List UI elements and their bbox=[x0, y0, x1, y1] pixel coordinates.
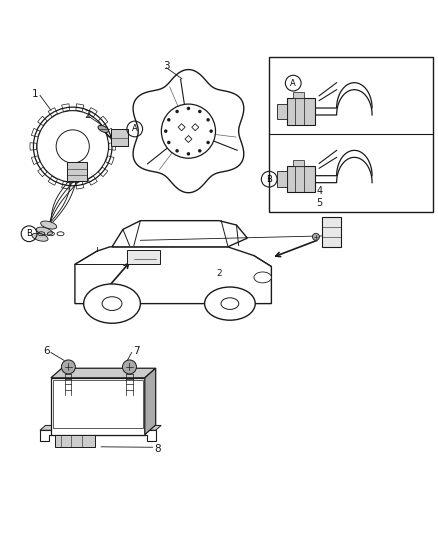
Text: 2: 2 bbox=[216, 269, 222, 278]
Circle shape bbox=[206, 118, 210, 122]
Circle shape bbox=[167, 118, 170, 122]
FancyBboxPatch shape bbox=[293, 159, 304, 166]
Circle shape bbox=[206, 141, 210, 144]
Bar bbox=[321, 217, 341, 247]
FancyBboxPatch shape bbox=[277, 103, 287, 119]
Circle shape bbox=[61, 360, 75, 374]
Polygon shape bbox=[145, 368, 155, 434]
Ellipse shape bbox=[98, 125, 109, 133]
Polygon shape bbox=[40, 430, 155, 441]
Circle shape bbox=[123, 360, 137, 374]
FancyBboxPatch shape bbox=[287, 99, 315, 125]
Ellipse shape bbox=[205, 287, 255, 320]
FancyBboxPatch shape bbox=[287, 166, 315, 192]
Circle shape bbox=[161, 104, 215, 158]
FancyBboxPatch shape bbox=[67, 162, 87, 181]
Circle shape bbox=[209, 130, 213, 133]
FancyBboxPatch shape bbox=[277, 171, 287, 187]
Circle shape bbox=[164, 130, 167, 133]
Polygon shape bbox=[133, 70, 244, 193]
Circle shape bbox=[167, 141, 170, 144]
Bar bbox=[127, 251, 160, 264]
Polygon shape bbox=[51, 368, 155, 378]
Circle shape bbox=[187, 107, 190, 110]
Circle shape bbox=[187, 152, 190, 156]
Ellipse shape bbox=[41, 221, 57, 229]
FancyBboxPatch shape bbox=[293, 92, 304, 99]
Circle shape bbox=[175, 110, 179, 113]
Ellipse shape bbox=[32, 233, 48, 241]
Polygon shape bbox=[40, 425, 161, 430]
Bar bbox=[269, 57, 433, 212]
Text: 3: 3 bbox=[163, 61, 170, 71]
FancyBboxPatch shape bbox=[111, 129, 128, 147]
Text: 6: 6 bbox=[43, 346, 50, 356]
Text: A: A bbox=[290, 79, 296, 87]
Text: B: B bbox=[266, 175, 272, 184]
Circle shape bbox=[312, 233, 319, 240]
Text: 8: 8 bbox=[155, 443, 161, 454]
Text: 1: 1 bbox=[32, 89, 38, 99]
Polygon shape bbox=[75, 247, 272, 304]
Bar bbox=[53, 380, 143, 428]
Text: 2: 2 bbox=[84, 110, 91, 119]
Polygon shape bbox=[112, 221, 247, 247]
Circle shape bbox=[198, 149, 201, 152]
Bar bbox=[55, 434, 95, 447]
Text: 7: 7 bbox=[133, 346, 139, 356]
Text: 5: 5 bbox=[316, 198, 322, 208]
Bar bbox=[51, 378, 145, 434]
Ellipse shape bbox=[254, 272, 272, 283]
Circle shape bbox=[198, 110, 201, 113]
Circle shape bbox=[37, 111, 109, 182]
Ellipse shape bbox=[84, 284, 141, 323]
Ellipse shape bbox=[36, 227, 53, 235]
Text: 4: 4 bbox=[316, 186, 322, 196]
Circle shape bbox=[175, 149, 179, 152]
Text: A: A bbox=[132, 125, 138, 133]
Text: B: B bbox=[26, 229, 32, 238]
